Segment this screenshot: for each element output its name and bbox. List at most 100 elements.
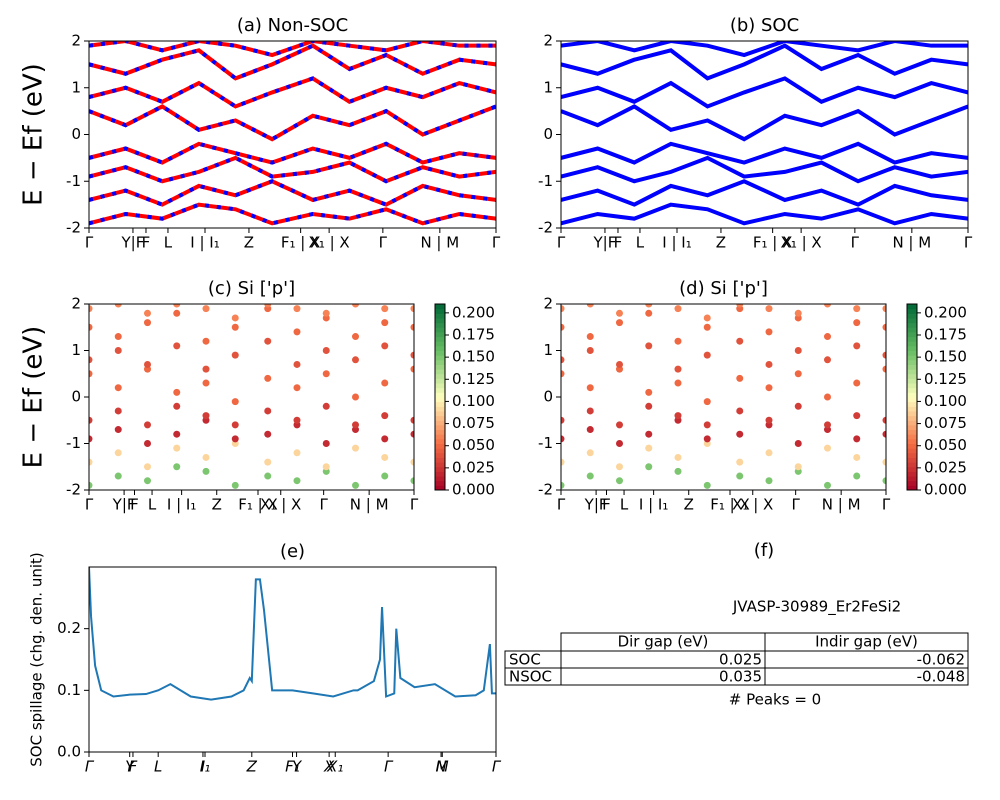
colorbar-segment: [907, 438, 917, 444]
x-tick-label: Y|F: [121, 234, 145, 252]
band-point: [410, 305, 414, 313]
x-tick-label: F: [130, 496, 139, 514]
colorbar-segment: [435, 397, 445, 403]
colorbar-segment: [435, 304, 445, 310]
band-point: [410, 323, 414, 331]
colorbar-tick-label: 0.125: [924, 370, 967, 388]
band-point: [703, 421, 711, 429]
cell-value: -0.048: [917, 668, 965, 686]
band-point: [674, 337, 682, 345]
band-point: [293, 328, 301, 336]
band-point: [202, 379, 210, 387]
colorbar-tick-label: 0.150: [924, 348, 967, 366]
band-point: [264, 407, 272, 415]
band-point: [586, 333, 594, 341]
row-label: SOC: [509, 651, 541, 669]
x-tick-label: Z: [716, 234, 726, 252]
colorbar-segment: [907, 462, 917, 468]
colorbar-tick-label: 0.125: [452, 370, 495, 388]
y-tick-label: -1: [66, 434, 81, 452]
band-point: [410, 365, 414, 373]
band-point: [89, 435, 93, 443]
band-point: [586, 347, 594, 354]
band-point: [561, 481, 565, 489]
colorbar-segment: [435, 383, 445, 389]
band-point: [765, 360, 773, 368]
colorbar-segment: [435, 322, 445, 328]
band-point: [794, 347, 802, 354]
band-point: [882, 351, 886, 359]
column-header: Indir gap (eV): [815, 633, 918, 651]
band-point: [703, 314, 711, 322]
band-point: [352, 481, 359, 489]
band-point: [352, 444, 359, 452]
colorbar-segment: [435, 406, 445, 412]
colorbar-frame: [434, 303, 446, 491]
band-point: [561, 370, 565, 378]
band-point: [586, 304, 594, 308]
y-tick-label: -1: [66, 172, 81, 190]
table-note: # Peaks = 0: [729, 691, 821, 709]
band-point: [293, 305, 301, 313]
colorbar-segment: [435, 355, 445, 361]
y-tick-label: 0: [543, 125, 553, 143]
panel-title: (f): [754, 540, 774, 561]
colorbar-segment: [907, 401, 917, 407]
band-point: [173, 309, 181, 317]
band-point: [173, 342, 181, 350]
colorbar-segment: [907, 336, 917, 342]
band-point: [616, 319, 623, 327]
y-tick-label: -2: [538, 481, 553, 499]
band-point: [765, 305, 773, 313]
band-point: [645, 388, 653, 396]
colorbar-segment: [907, 480, 917, 486]
x-tick-label: L: [154, 758, 162, 776]
band-line-dashed: [89, 155, 496, 184]
band-point: [322, 347, 330, 354]
band-point: [645, 430, 653, 438]
panel-title: (c) Si ['p']: [208, 278, 295, 299]
colorbar-segment: [435, 448, 445, 454]
cell-value: -0.062: [917, 651, 965, 669]
x-tick-label: X₁ | X: [309, 234, 350, 252]
colorbar-segment: [907, 383, 917, 389]
colorbar-segment: [907, 369, 917, 375]
band-point: [89, 356, 93, 364]
band-point: [231, 481, 239, 489]
band-point: [144, 421, 151, 429]
x-tick-label: I | I₁: [639, 496, 668, 514]
y-tick-label: 2: [71, 32, 81, 50]
band-point: [882, 323, 886, 331]
band-point: [173, 388, 181, 396]
y-tick-label: -2: [538, 219, 553, 237]
band-point: [616, 309, 623, 317]
y-tick-label: 0: [71, 388, 81, 406]
colorbar-segment: [907, 341, 917, 347]
band-point: [352, 304, 359, 308]
band-point: [231, 323, 239, 331]
colorbar-segment: [907, 327, 917, 333]
band-point: [765, 416, 773, 424]
x-tick-label: Z: [684, 496, 694, 514]
band-point: [645, 444, 653, 452]
y-tick-label: 0: [71, 125, 81, 143]
band-point: [231, 435, 239, 443]
colorbar-segment: [435, 341, 445, 347]
band-point: [202, 305, 210, 313]
colorbar-segment: [435, 364, 445, 370]
colorbar-tick-label: 0.000: [924, 481, 967, 499]
colorbar-segment: [435, 434, 445, 440]
colorbar-segment: [435, 336, 445, 342]
x-tick-label: Z: [244, 234, 254, 252]
table-caption: JVASP-30989_Er2FeSi2: [732, 598, 901, 617]
band-point: [202, 467, 210, 475]
colorbar-segment: [907, 397, 917, 403]
colorbar-segment: [435, 438, 445, 444]
band-point: [853, 435, 861, 443]
colorbar-segment: [907, 378, 917, 384]
panel-title: (a) Non-SOC: [237, 15, 348, 36]
x-tick-label: Γ: [964, 234, 973, 252]
band-line: [561, 104, 968, 142]
band-point: [794, 309, 802, 317]
